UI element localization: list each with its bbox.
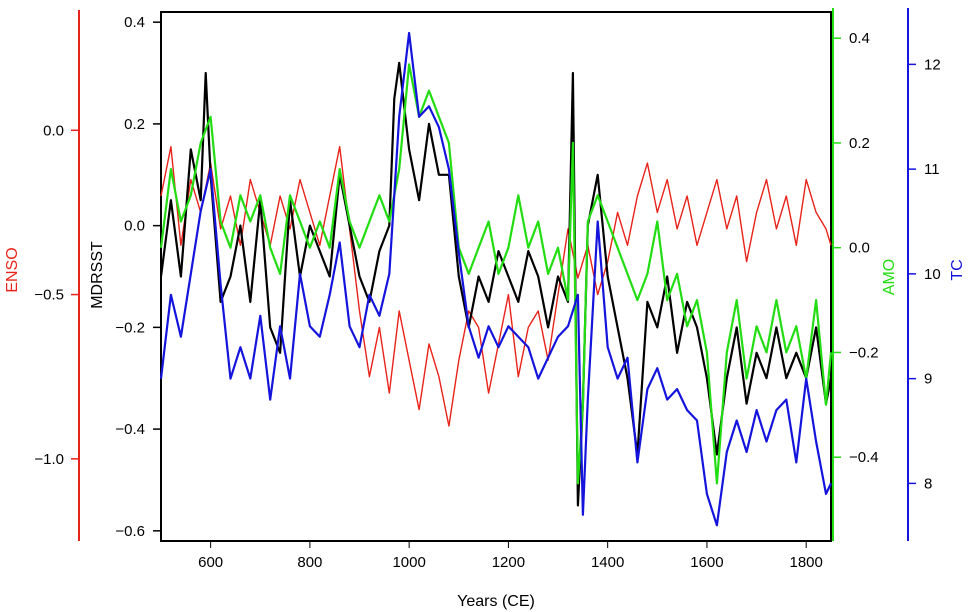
- amo-tick-label: −0.4: [849, 449, 879, 466]
- tc-tick-label: 8: [924, 475, 932, 492]
- enso-tick-label: −0.5: [34, 287, 64, 304]
- plot-frame: [160, 11, 832, 542]
- x-tick-label: 1800: [789, 554, 822, 571]
- amo-axis-label: AMO: [881, 259, 898, 295]
- mdrsst-tick-label: −0.4: [115, 421, 145, 438]
- enso-tick-label: −1.0: [34, 451, 64, 468]
- y-axes: −0.6 −0.4 −0.2 0.0 0.2 0.4 −1.0 −0.5 0.0 −0.4 −0.2…: [34, 8, 941, 541]
- x-axis: 600 800 1000 1200 1400 1600 1800: [198, 541, 823, 571]
- x-tick-label: 1200: [492, 554, 525, 571]
- x-tick-label: 1600: [690, 554, 723, 571]
- enso-tick-label: 0.0: [43, 122, 64, 139]
- x-tick-label: 600: [198, 554, 223, 571]
- tc-tick-label: 10: [924, 266, 941, 283]
- series-line-mdrsst: [159, 61, 833, 507]
- mdrsst-tick-label: 0.4: [124, 14, 145, 31]
- mdrsst-tick-label: −0.6: [115, 523, 145, 540]
- series-line-amo: [159, 63, 833, 485]
- series-line-tc: [159, 31, 832, 527]
- amo-tick-label: 0.4: [849, 30, 870, 47]
- amo-tick-label: 0.0: [849, 240, 870, 257]
- tc-tick-label: 12: [924, 56, 941, 73]
- tc-axis-label: TC: [949, 259, 966, 280]
- mdrsst-tick-label: 0.0: [124, 218, 145, 235]
- series-line-enso: [160, 146, 832, 427]
- mdrsst-tick-label: 0.2: [124, 116, 145, 133]
- series-layer: [159, 31, 833, 527]
- amo-tick-label: 0.2: [849, 135, 870, 152]
- amo-tick-label: −0.2: [849, 344, 879, 361]
- enso-axis-label: ENSO: [4, 247, 21, 292]
- tc-tick-label: 9: [924, 371, 932, 388]
- x-axis-label: Years (CE): [457, 593, 535, 610]
- mdrsst-axis-label: MDRSST: [89, 241, 106, 309]
- x-tick-label: 1000: [392, 554, 425, 571]
- x-tick-label: 1400: [591, 554, 624, 571]
- mdrsst-tick-label: −0.2: [115, 319, 145, 336]
- x-tick-label: 800: [297, 554, 322, 571]
- tc-tick-label: 11: [924, 161, 940, 178]
